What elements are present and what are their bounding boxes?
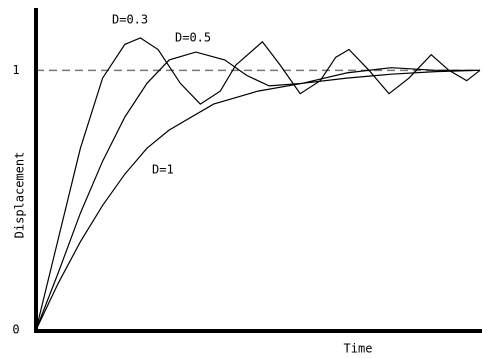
y-tick-label: 1 <box>12 63 19 77</box>
series-label: D=1 <box>152 163 174 177</box>
y-tick-label: 0 <box>12 323 19 337</box>
series-line <box>35 37 481 331</box>
x-axis-label: Time <box>344 342 373 356</box>
y-axis-label: Displacement <box>13 152 27 239</box>
series-label: D=0.5 <box>175 31 211 45</box>
series-line <box>35 51 480 331</box>
series-line <box>35 69 481 331</box>
series-label: D=0.3 <box>112 13 148 27</box>
